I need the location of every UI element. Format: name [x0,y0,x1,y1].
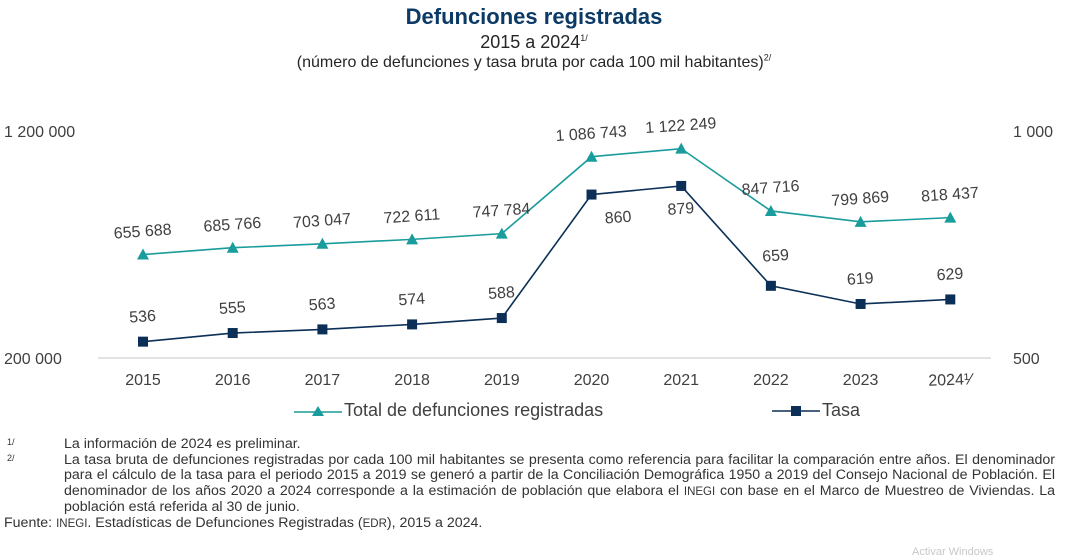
x-tick-label: 2019 [484,372,520,389]
data-label: 703 047 [293,211,352,232]
data-point-triangle [854,215,867,227]
y-left-tick-label: 1 200 000 [4,124,75,141]
square-marker-icon [772,405,820,416]
footnotes: 1/ La información de 2024 es preliminar.… [0,436,1068,533]
x-tick-label: 2024¹⁄ [928,371,974,390]
data-label: 629 [936,266,964,285]
x-tick-label: 2022 [753,372,789,389]
data-label: 1 122 249 [645,115,717,137]
data-label: 655 688 [113,222,172,243]
source-text-b: ), 2015 a 2024. [386,514,483,531]
data-label: 659 [762,247,790,266]
data-point-triangle [675,142,688,154]
legend-label-total: Total de defunciones registradas [344,400,604,420]
data-point-triangle [495,227,508,239]
x-tick-label: 2021 [663,372,699,389]
footnote-2: 2/ La tasa bruta de defunciones registra… [0,451,1068,516]
subtitle-text: 2015 a 2024 [480,32,581,52]
data-point-triangle [944,211,957,223]
data-label: 818 437 [921,185,980,206]
data-point-triangle [585,150,598,162]
data-point-triangle [316,237,329,249]
data-label: 574 [398,290,426,309]
source-text-a: . Estadísticas de Defunciones Registrada… [87,514,363,531]
data-point-square [586,189,597,200]
footnote-2-text-a: La tasa bruta de defunciones registradas… [64,451,1055,499]
data-point-triangle [406,233,419,245]
source-label: Fuente: [4,514,53,531]
data-label: 799 869 [831,189,890,210]
data-label: 685 766 [203,215,262,236]
x-tick-label: 2020 [574,372,610,389]
footnote-2-inegi: INEGI [683,485,716,498]
footnote-1: 1/ La información de 2024 es preliminar. [0,436,1068,453]
series-line-tasa [142,185,951,343]
source-line: Fuente: INEGI. Estadísticas de Defuncion… [0,514,1068,533]
data-label: 588 [488,284,516,303]
data-point-square [496,313,507,324]
data-label: 1 086 743 [555,123,627,145]
data-label: 536 [129,308,157,327]
data-point-square [317,324,328,335]
data-point-square [138,336,148,347]
data-point-square [855,298,866,309]
footnote-2-mark: 2/ [7,452,15,463]
source-inegi: INEGI [56,517,88,530]
legend-item-tasa: Tasa [772,400,860,421]
units-text: (número de defunciones y tasa bruta por … [296,54,764,71]
data-label: 747 784 [472,201,531,222]
subtitle-footnote-mark: 1/ [580,33,588,43]
x-tick-label: 2023 [843,372,879,389]
x-tick-label: 2017 [305,372,341,389]
source-edr: EDR [362,517,387,530]
data-point-triangle [764,204,777,216]
chart-units-subtitle: (número de defunciones y tasa bruta por … [0,52,1068,72]
data-point-triangle [137,248,149,260]
series-line-total [142,147,951,256]
data-point-square [676,180,687,191]
windows-activation-watermark: Activar Windows [912,546,994,558]
footnote-2-text-b: con base en el Marco de Muestreo de Vivi… [64,482,1056,516]
data-label: 722 611 [383,206,441,227]
data-label: 879 [667,200,695,219]
data-point-square [407,319,418,330]
x-tick-label: 2015 [125,372,161,389]
footnote-1-mark: 1/ [7,437,15,447]
data-label: 555 [218,299,246,318]
chart-subtitle: 2015 a 20241/ [0,32,1068,53]
data-point-square [227,328,238,339]
data-label: 563 [308,295,336,314]
legend-item-total: Total de defunciones registradas [294,400,603,421]
units-footnote-mark: 2/ [763,52,772,63]
y-right-tick-label: 1 000 [1013,124,1053,141]
chart-title: Defunciones registradas [405,4,663,29]
triangle-marker-icon [294,405,342,416]
data-label: 860 [604,209,632,228]
x-tick-label: 2016 [215,372,251,389]
data-label: 847 716 [741,178,800,199]
x-tick-label: 2018 [394,372,430,389]
y-left-tick-label: 200 000 [4,351,62,368]
legend-label-tasa: Tasa [822,400,861,420]
data-point-triangle [226,241,239,253]
footnote-1-text: La información de 2024 es preliminar. [64,436,301,452]
data-point-square [945,294,956,305]
y-right-tick-label: 500 [1013,351,1040,368]
line-chart: 200 000 1 200 000 500 1 000 2015 2016 2017 2018… [4,115,1053,390]
data-point-square [765,280,776,291]
data-label: 619 [846,270,874,289]
